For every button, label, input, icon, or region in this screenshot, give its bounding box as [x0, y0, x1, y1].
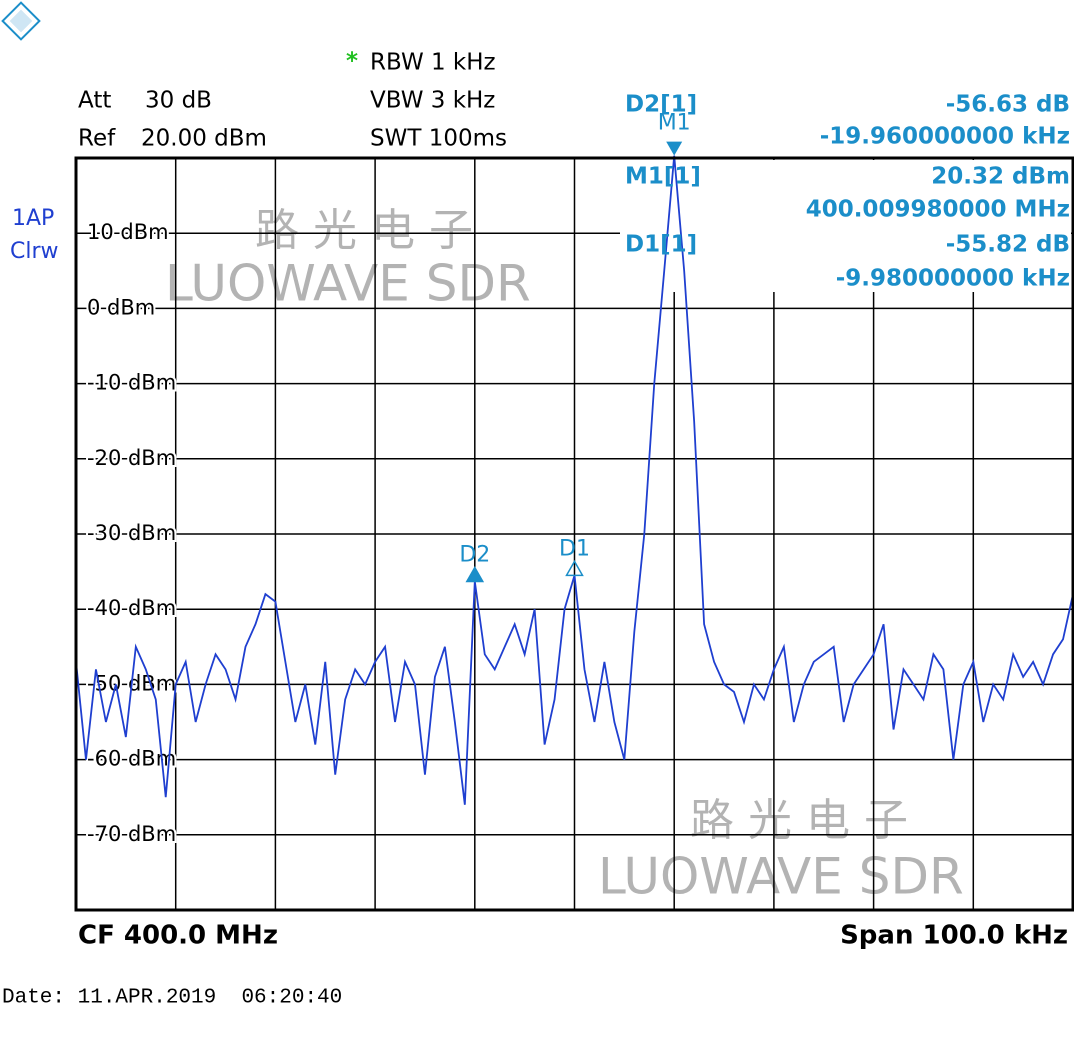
rbw: RBW 1 kHz [370, 50, 496, 76]
marker [666, 141, 683, 156]
logo [1, 1, 41, 41]
vbw: VBW 3 kHz [370, 88, 495, 114]
y-tick-label: -20 dBm [87, 446, 176, 470]
y-tick-label: -40 dBm [87, 596, 176, 620]
watermark: 路光电子 [690, 795, 922, 846]
span: Span 100.0 kHz [840, 921, 1068, 951]
att: 30 dB [145, 88, 212, 114]
readout-frequency: 400.009980000 MHz [806, 197, 1070, 223]
readout-level: 20.32 dBm [931, 164, 1070, 190]
trace-mode: 1AP [12, 206, 54, 231]
readout-level: -56.63 dB [946, 92, 1070, 118]
readout-frequency: -9.980000000 kHz [836, 266, 1070, 292]
ref: 20.00 dBm [141, 126, 267, 152]
att-label: Att [78, 88, 111, 114]
marker [465, 565, 485, 583]
star: * [346, 49, 358, 75]
date: Date: 11.APR.2019 06:20:40 [2, 987, 342, 1010]
marker-label: D1 [559, 536, 590, 561]
readout-level: -55.82 dB [946, 232, 1070, 258]
marker-label: D2 [459, 542, 490, 567]
trace-type: Clrw [10, 239, 59, 264]
watermark: LUOWAVE SDR [165, 255, 531, 313]
readout-label: M1[1] [625, 164, 701, 190]
y-tick-label: 10 dBm [87, 220, 169, 244]
readout-label: D2[1] [625, 92, 697, 118]
ref-label: Ref [78, 126, 116, 152]
readout-panel [620, 160, 1071, 292]
readout-label: D1[1] [625, 232, 697, 258]
y-tick-label: -70 dBm [87, 822, 176, 846]
watermark: LUOWAVE SDR [598, 848, 964, 906]
swt: SWT 100ms [370, 126, 507, 152]
marker [565, 559, 584, 577]
readout-frequency: -19.960000000 kHz [820, 124, 1070, 150]
y-tick-label: 0 dBm [87, 295, 155, 319]
watermark: 路光电子 [255, 205, 487, 256]
marker-label: M1 [658, 111, 691, 136]
center-frequency: CF 400.0 MHz [78, 921, 278, 951]
plot-frame [74, 156, 1074, 912]
y-tick-label: -10 dBm [87, 371, 176, 395]
y-tick-label: -30 dBm [87, 521, 176, 545]
